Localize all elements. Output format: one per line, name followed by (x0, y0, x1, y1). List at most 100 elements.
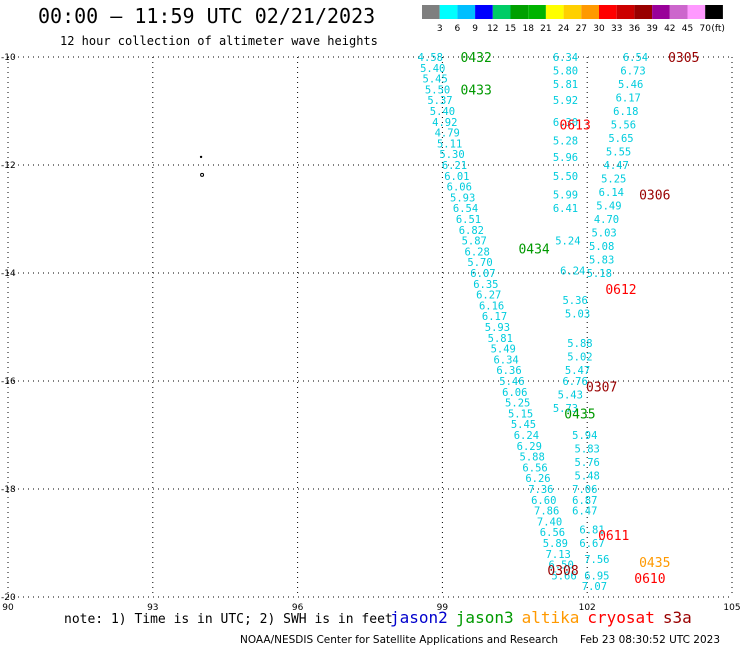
pass-label: 0433 (461, 83, 492, 98)
swh-value: 6.56 (522, 462, 547, 474)
swh-value: 5.83 (589, 255, 614, 267)
swh-value: 5.25 (601, 174, 626, 186)
colorbar-unit: (ft) (711, 24, 725, 34)
swh-value: 5.45 (511, 419, 536, 431)
colorbar-swatch (616, 5, 635, 19)
pass-label: 0435 (564, 407, 595, 422)
y-tick-label: -12 (1, 161, 16, 171)
pass-label: 0434 (518, 243, 549, 258)
colorbar-tick-label: 3 (437, 24, 443, 34)
swh-value: 7.86 (534, 506, 559, 518)
swh-value: 5.87 (462, 236, 487, 248)
colorbar-tick-label: 15 (505, 24, 516, 34)
colorbar-tick-label: 45 (682, 24, 693, 34)
colorbar-swatch (510, 5, 529, 19)
y-tick-label: -16 (1, 377, 16, 387)
swh-value: 6.01 (444, 171, 469, 183)
satellite-legend-cryosat: cryosat (587, 608, 655, 627)
colorbar-tick-label: 21 (540, 24, 551, 34)
swh-value: 6.50 (548, 560, 573, 572)
note-text: note: 1) Time is in UTC; 2) SWH is in fe… (64, 612, 393, 627)
swh-value: 5.99 (553, 190, 578, 202)
swh-value: 6.87 (572, 495, 597, 507)
swh-value: 5.93 (485, 322, 510, 334)
swh-value: 5.89 (543, 538, 568, 550)
swh-value: 5.36 (562, 295, 587, 307)
pass-label: 0613 (559, 119, 590, 134)
swh-value: 7.13 (546, 549, 571, 561)
swh-value: 5.73 (553, 403, 578, 415)
pass-label: 0308 (547, 564, 578, 579)
colorbar-tick-label: 24 (558, 24, 570, 34)
chart-axes: 90 93 96 99 102 105 -10 -12 -14 -16 -18 -20 (1, 53, 740, 613)
swh-value: 5.81 (488, 333, 513, 345)
satellite-legend-altika: altika (521, 608, 580, 627)
swh-value: 6.60 (531, 495, 556, 507)
y-tick-label: -18 (1, 485, 16, 495)
colorbar-swatch (528, 5, 546, 19)
pass-label: 0610 (634, 572, 665, 587)
swh-value: 5.65 (608, 133, 633, 145)
swh-value: 6.24 (514, 430, 539, 442)
swh-value: 7.56 (584, 554, 609, 566)
swh-value: 5.70 (467, 257, 492, 269)
swh-value: 5.18 (587, 268, 612, 280)
swh-value: 6.54 (453, 203, 478, 215)
colorbar-swatch (652, 5, 670, 19)
swh-value: 6.34 (493, 354, 518, 366)
swh-value: 5.03 (591, 228, 616, 240)
colorbar-tick-label: 18 (522, 24, 534, 34)
swh-value: 5.48 (575, 471, 600, 483)
swh-value: 6.06 (502, 387, 527, 399)
y-tick-label: -20 (1, 593, 16, 603)
swh-value: 6.47 (572, 506, 597, 518)
swh-value: 5.83 (575, 444, 600, 456)
swh-value: 4.58 (418, 52, 443, 64)
pass-label: 0612 (605, 283, 636, 298)
x-tick-label: 96 (292, 603, 304, 613)
x-tick-label: 99 (437, 603, 449, 613)
colorbar-tick-label: 30 (593, 24, 605, 34)
swh-value: 6.34 (553, 52, 578, 64)
colorbar-swatch (581, 5, 599, 19)
swh-value: 6.29 (517, 441, 542, 453)
swh-value: 5.55 (606, 147, 631, 159)
colorbar-tick-label: 42 (664, 24, 675, 34)
chart-grid (7, 56, 733, 598)
page-title: 00:00 – 11:59 UTC 02/21/2023 (38, 4, 376, 28)
swh-value: 5.96 (553, 152, 578, 164)
pass-labels: 0432 0433 0434 0435 0305 0306 0307 0308 0613 0612… (461, 51, 700, 587)
swh-value: 6.56 (540, 527, 565, 539)
swh-value: 4.79 (435, 128, 460, 140)
swh-value: 5.02 (567, 352, 592, 364)
colorbar-swatch (475, 5, 493, 19)
swh-value: 6.06 (447, 182, 472, 194)
colorbar-swatch (563, 5, 582, 19)
footer-credit: NOAA/NESDIS Center for Satellite Applica… (240, 634, 558, 646)
swh-value: 5.93 (450, 192, 475, 204)
swh-value: 6.17 (482, 311, 507, 323)
colorbar-swatch (492, 5, 511, 19)
swh-value: 5.94 (572, 430, 597, 442)
swh-value: 5.80 (553, 66, 578, 78)
swh-value: 5.88 (567, 338, 592, 350)
swh-value: 5.92 (553, 95, 578, 107)
data-points: 4.585.405.455.505.375.404.924.795.115.30… (199, 52, 648, 593)
swh-value: 5.40 (420, 63, 445, 75)
colorbar-tick-label: 70 (699, 24, 711, 34)
colorbar-swatch (422, 5, 440, 19)
swh-value: 4.47 (604, 160, 629, 172)
swh-value: 5.43 (558, 390, 583, 402)
satellite-legend-jason3: jason3 (455, 608, 514, 627)
swh-value: 6.16 (479, 300, 504, 312)
colorbar-tick-label: 33 (611, 24, 622, 34)
swh-value: 5.11 (437, 138, 462, 150)
swh-value: 5.56 (611, 120, 636, 132)
swh-value: 6.81 (579, 525, 604, 537)
swh-value: 6.54 (623, 52, 648, 64)
swh-value: 5.15 (508, 408, 533, 420)
swh-value: 6.28 (465, 246, 490, 258)
satellite-legend-jason2: jason2 (390, 608, 448, 627)
pass-label: 0435 (639, 556, 670, 571)
swh-value: 5.46 (499, 376, 524, 388)
